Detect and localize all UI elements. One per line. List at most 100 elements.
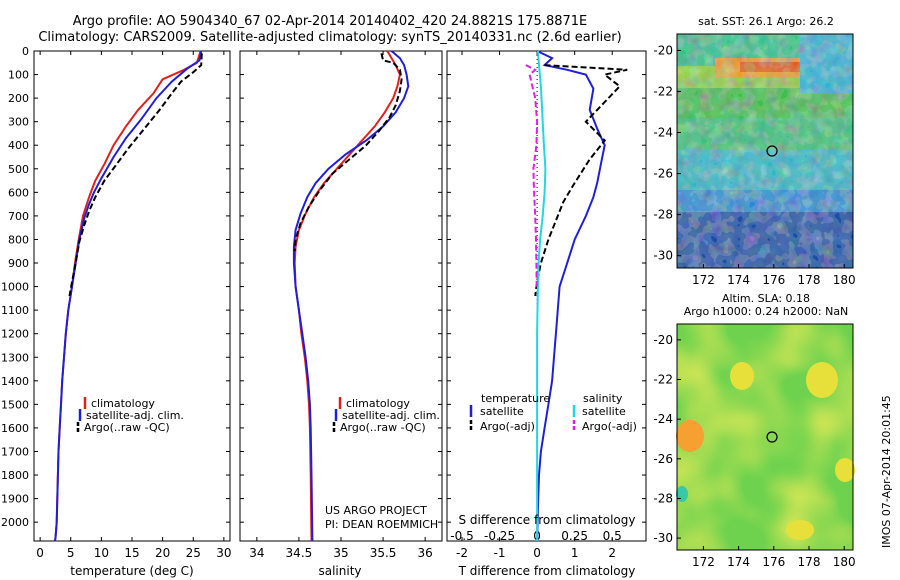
salinity-xlabel: salinity: [318, 564, 361, 578]
credit-project: US ARGO PROJECT: [325, 504, 427, 517]
map-x-tick-label: 172: [692, 555, 715, 569]
x-tick-label: 0: [533, 546, 541, 560]
sla-map-frame: [676, 323, 854, 551]
temperature-ticks: 0 5 10 15 20 25 300100200300400500600700800900…: [1, 45, 232, 560]
x-tick-label: 1: [571, 546, 579, 560]
y-tick-label: 1600: [1, 422, 29, 435]
y-tick-label: 2000: [1, 516, 29, 529]
y-tick-label: 800: [8, 233, 29, 246]
argo-float-marker: [766, 431, 778, 443]
series-satellite-adj-clim-: [292, 50, 410, 542]
sst-map-image: [677, 34, 853, 268]
x-tick-label: 10: [94, 546, 109, 560]
salinity-axes-frame: [239, 50, 443, 542]
map-y-tick-label: -24: [653, 412, 673, 426]
x-tick-label: 34: [249, 546, 264, 560]
temperature-axes-frame: [33, 50, 231, 542]
map-y-tick-label: -20: [653, 333, 673, 347]
y-tick-label: 400: [8, 139, 29, 152]
salinity-series: [292, 50, 410, 542]
map-y-tick-label: -22: [653, 373, 673, 387]
x-tick-label: -2: [456, 546, 468, 560]
map-y-tick-label: -24: [653, 126, 673, 140]
legend-sal-satellite: satellite: [582, 405, 626, 418]
salinity-ticks: 34 34.5 35 35.5 36: [240, 50, 442, 560]
map-y-tick-label: -20: [653, 43, 673, 57]
series-temperature-argo-adj-: [534, 64, 628, 297]
sst-map-frame: [676, 33, 854, 269]
temperature-panel: 0 5 10 15 20 25 300100200300400500600700800900…: [1, 45, 232, 578]
y-tick-label: 200: [8, 92, 29, 105]
x2-tick-label: -0.25: [484, 529, 515, 543]
x2-tick-label: 0.5: [603, 529, 622, 543]
legend-climatology: climatology: [91, 397, 155, 410]
y-tick-label: 100: [8, 69, 29, 82]
map-x-tick-label: 172: [692, 273, 715, 287]
y-tick-label: 1400: [1, 375, 29, 388]
map-y-tick-label: -28: [653, 491, 673, 505]
sst-map-panel: sat. SST: 26.1 Argo: 26.2 172 174 176 178 18…: [653, 15, 855, 287]
sst-map-title: sat. SST: 26.1 Argo: 26.2: [698, 15, 834, 28]
sla-map-ticks: 172 174 176 178 180 -20 -22 -24 -26 -28 -30: [653, 333, 855, 569]
legend-temperature-heading: temperature: [481, 392, 550, 405]
series-salinity-argo-adj-: [525, 64, 539, 287]
y-tick-label: 1800: [1, 469, 29, 482]
series-salinity-satellite: [536, 50, 547, 541]
sst-map-ticks: 172 174 176 178 180 -20 -22 -24 -26 -28 -30: [653, 43, 855, 287]
map-y-tick-label: -22: [653, 84, 673, 98]
y-tick-label: 500: [8, 163, 29, 176]
difference-series: [525, 50, 628, 542]
x-tick-label: 25: [186, 546, 201, 560]
x-tick-label: 5: [67, 546, 75, 560]
x-tick-label: 2: [608, 546, 616, 560]
map-x-tick-label: 176: [762, 273, 785, 287]
difference-panel: -2 -1 0 1 2-0.5 -0.25 0 0.25 0.5 T difference fr…: [446, 50, 647, 578]
map-x-tick-label: 176: [762, 555, 785, 569]
argo-float-marker: [766, 145, 778, 157]
x-tick-label: 30: [216, 546, 231, 560]
sla-map-subtitle: Argo h1000: 0.24 h2000: NaN: [684, 305, 849, 318]
sla-map-title: Altim. SLA: 0.18: [722, 292, 810, 305]
legend-argo: Argo(..raw -QC): [340, 421, 426, 434]
x-tick-label: 20: [155, 546, 170, 560]
series-temperature-satellite: [536, 50, 606, 542]
y-tick-label: 900: [8, 257, 29, 270]
map-x-tick-label: 180: [833, 273, 856, 287]
x-tick-label: 35.5: [370, 546, 397, 560]
legend-satellite: satellite-adj. clim.: [86, 409, 184, 422]
x-tick-label: -1: [494, 546, 506, 560]
salinity-legend: climatology satellite-adj. clim. Argo(..…: [332, 397, 440, 434]
x-tick-label: 34.5: [286, 546, 313, 560]
difference-xlabel-temperature: T difference from climatology: [458, 564, 636, 578]
map-x-tick-label: 180: [833, 555, 856, 569]
y-tick-label: 1900: [1, 493, 29, 506]
y-tick-label: 1000: [1, 281, 29, 294]
x-tick-label: 36: [418, 546, 433, 560]
legend-salinity-heading: salinity: [583, 392, 623, 405]
map-x-tick-label: 174: [727, 273, 750, 287]
sla-map-image: [676, 324, 855, 550]
salinity-panel: 34 34.5 35 35.5 36 salinity climatology sate…: [239, 50, 443, 578]
map-x-tick-label: 178: [798, 273, 821, 287]
legend-climatology: climatology: [346, 397, 410, 410]
x2-tick-label: 0.25: [561, 529, 588, 543]
y-tick-label: 300: [8, 116, 29, 129]
y-tick-label: 0: [22, 45, 29, 58]
difference-ticks: -2 -1 0 1 2-0.5 -0.25 0 0.25 0.5: [447, 50, 646, 560]
map-y-tick-label: -28: [653, 208, 673, 222]
legend-temp-satellite: satellite: [480, 405, 524, 418]
temperature-series: [53, 50, 203, 542]
series-argo-raw-qc-: [293, 53, 403, 252]
x-tick-label: 35: [333, 546, 348, 560]
series-argo-raw-qc-: [68, 53, 203, 297]
y-tick-label: 1700: [1, 445, 29, 458]
temperature-legend: climatology satellite-adj. clim. Argo(..…: [76, 397, 184, 434]
x2-tick-label: -0.5: [450, 529, 473, 543]
y-tick-label: 700: [8, 210, 29, 223]
x-tick-label: 15: [124, 546, 139, 560]
legend-temp-argo: Argo(-adj): [480, 420, 535, 433]
y-tick-label: 1500: [1, 398, 29, 411]
y-tick-label: 1200: [1, 328, 29, 341]
map-y-tick-label: -30: [653, 531, 673, 545]
